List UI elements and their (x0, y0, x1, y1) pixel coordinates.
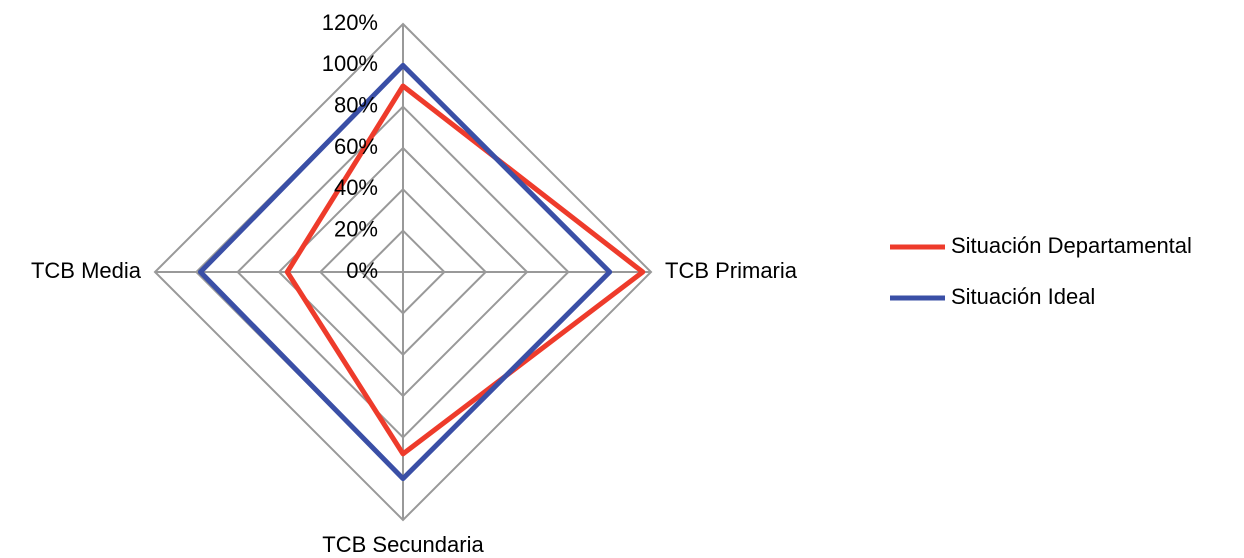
legend: Situación Departamental Situación Ideal (890, 233, 1192, 309)
y-tick-label: 100% (322, 51, 378, 76)
y-tick-label: 0% (346, 258, 378, 283)
y-tick-label: 120% (322, 10, 378, 35)
category-label: TCB Secundaria (322, 532, 484, 557)
grid (153, 22, 653, 522)
legend-label: Situación Ideal (951, 284, 1095, 309)
category-label: TCB Media (31, 258, 142, 283)
y-tick-label: 80% (334, 92, 378, 117)
legend-label: Situación Departamental (951, 233, 1192, 258)
series-line (197, 62, 613, 482)
y-tick-label: 60% (334, 134, 378, 159)
y-tick-label: 40% (334, 175, 378, 200)
y-tick-label: 20% (334, 216, 378, 241)
series-line (284, 83, 646, 457)
category-label: TCB Primaria (665, 258, 798, 283)
